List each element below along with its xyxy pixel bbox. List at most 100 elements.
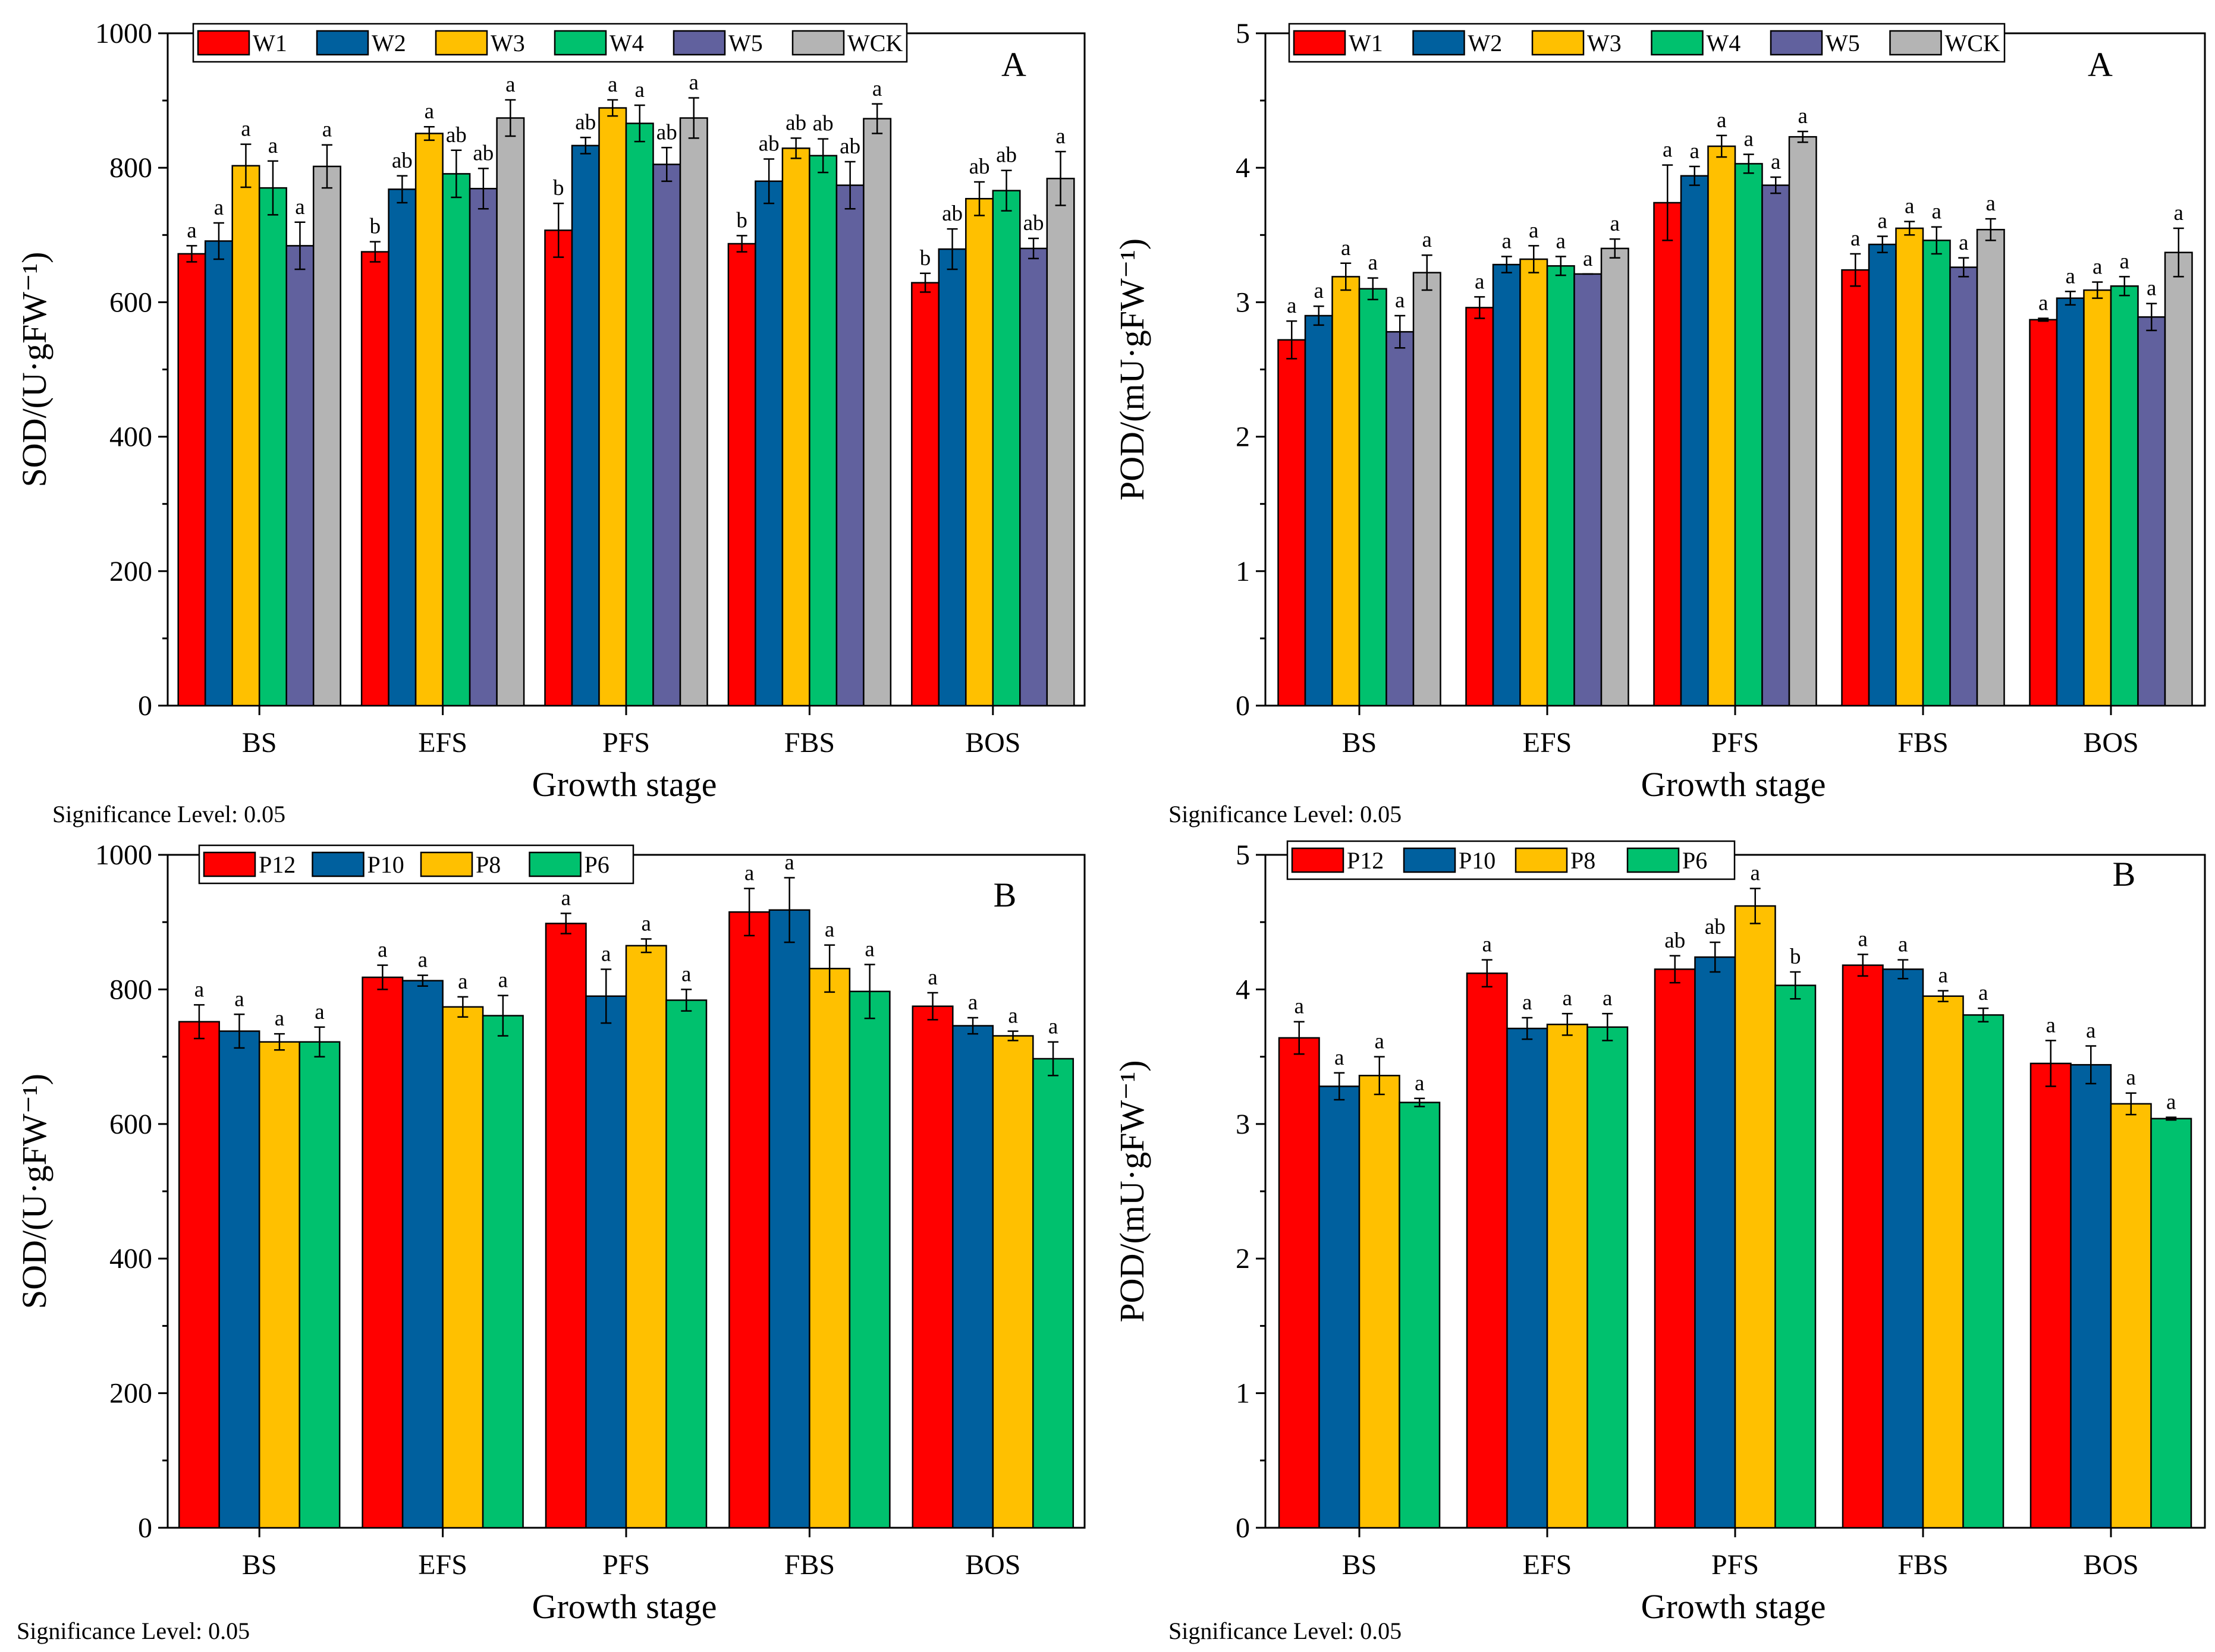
bar-W4-FBS [809, 155, 838, 707]
legend-label-P6: P6 [1682, 847, 1707, 874]
significance-letter: b [1790, 945, 1801, 969]
significance-letter: a [187, 218, 196, 243]
y-tick-label: 4 [1236, 974, 1250, 1005]
significance-letter: a [744, 861, 754, 886]
bar-P12-EFS [362, 976, 404, 1529]
bar-W2-PFS [1680, 175, 1709, 707]
significance-letter: a [322, 118, 332, 142]
bar-P8-BS [1358, 1075, 1400, 1529]
significance-letter: a [425, 99, 434, 124]
bar-P8-BS [258, 1041, 300, 1529]
significance-letter: a [1502, 229, 1512, 253]
significance-letter: a [1932, 200, 1941, 224]
significance-letter: ab [446, 123, 467, 147]
significance-letter: a [1314, 279, 1324, 303]
legend-label-W3: W3 [491, 30, 525, 56]
bar-P12-PFS [1654, 968, 1696, 1529]
significance-letter: a [865, 937, 874, 962]
legend-swatch-W5 [1770, 30, 1823, 56]
significance-letter: b [370, 215, 381, 239]
legend-swatch-W2 [1412, 30, 1465, 56]
significance-letter: a [505, 73, 515, 97]
bar-W3-FBS [781, 147, 810, 707]
significance-letter: a [315, 1000, 324, 1024]
legend-box [1288, 23, 2006, 63]
significance-letter: a [378, 938, 387, 962]
bar-W5-PFS [652, 163, 681, 707]
legend-label-W5: W5 [728, 30, 763, 56]
significance-letter: a [1295, 995, 1304, 1019]
significance-letter: a [1422, 228, 1432, 252]
legend-swatch-P12 [1291, 847, 1344, 873]
legend-swatch-W5 [673, 30, 726, 56]
bar-W3-BOS [965, 197, 994, 707]
significance-letter: a [1368, 251, 1378, 275]
significance-letter: a [2126, 1066, 2136, 1090]
legend-label-W2: W2 [372, 30, 406, 56]
legend-label-P10: P10 [367, 851, 404, 878]
y-tick-label: 0 [1236, 1512, 1250, 1544]
bar-W1-EFS [360, 251, 389, 707]
y-tick-label: 2 [1236, 1243, 1250, 1275]
legend-swatch-P6 [1626, 847, 1680, 873]
significance-letter: a [2066, 264, 2075, 288]
y-axis-title: SOD/(U·gFW⁻¹) [15, 1074, 54, 1309]
bar-W3-EFS [414, 133, 444, 707]
bar-P10-FBS [1882, 968, 1924, 1529]
x-tick-label: PFS [602, 727, 650, 759]
bar-W4-BS [1358, 288, 1387, 707]
bar-W1-BOS [911, 282, 940, 707]
bar-P10-BOS [2070, 1063, 2112, 1529]
significance-letter: a [1978, 981, 1988, 1005]
significance-letter: a [601, 942, 611, 966]
significance-letter: a [872, 77, 882, 101]
significance-letter: ab [392, 149, 413, 173]
significance-letter: b [553, 176, 564, 200]
y-tick-label: 200 [109, 1378, 152, 1409]
significance-letter: a [1771, 150, 1780, 174]
y-tick-label: 400 [109, 421, 152, 453]
bar-W3-BOS [2083, 289, 2112, 707]
bar-W4-EFS [1546, 265, 1575, 707]
significance-letter: a [1898, 933, 1908, 957]
bar-P12-FBS [1842, 964, 1884, 1529]
significance-letter: a [1850, 226, 1860, 251]
bar-W1-FBS [727, 243, 756, 707]
bar-W2-BOS [2056, 297, 2085, 707]
significance-letter: a [2038, 291, 2048, 316]
bar-WCK-PFS [679, 117, 708, 707]
bar-P6-BOS [2150, 1118, 2192, 1529]
bar-W5-EFS [469, 188, 498, 707]
x-tick-label: BOS [2083, 727, 2138, 759]
y-tick-label: 2 [1236, 421, 1250, 453]
significance-letter: a [1959, 231, 1968, 255]
legend-box [192, 23, 908, 63]
significance-letter: a [1938, 964, 1948, 988]
bar-P10-BS [1318, 1085, 1361, 1529]
significance-letter: a [1529, 218, 1538, 243]
significance-letter: ab [575, 110, 596, 134]
x-tick-label: FBS [784, 727, 835, 759]
legend-label-W1: W1 [253, 30, 287, 56]
legend-label-W1: W1 [1349, 30, 1383, 56]
legend-label-W3: W3 [1587, 30, 1622, 56]
legend-swatch-WCK [791, 30, 845, 56]
significance-letter: a [1663, 138, 1672, 162]
legend-swatch-W3 [435, 30, 488, 56]
bar-W5-FBS [1949, 266, 1978, 707]
bar-P10-PFS [1694, 956, 1736, 1529]
bar-W3-FBS [1895, 227, 1924, 707]
significance-letter: a [681, 962, 691, 986]
x-tick-label: BOS [965, 1549, 1020, 1581]
y-tick-label: 1 [1236, 1378, 1250, 1409]
bar-P8-BOS [992, 1035, 1034, 1529]
x-tick-label: BS [1342, 727, 1377, 759]
bar-P12-BS [178, 1021, 220, 1529]
x-tick-label: BS [242, 727, 277, 759]
panel-label: A [1001, 45, 1026, 84]
bar-W1-PFS [1653, 202, 1682, 707]
significance-letter: a [2147, 276, 2156, 301]
bar-WCK-BOS [2164, 251, 2193, 707]
significance-letter: ab [786, 111, 806, 135]
bar-W1-PFS [544, 229, 573, 707]
